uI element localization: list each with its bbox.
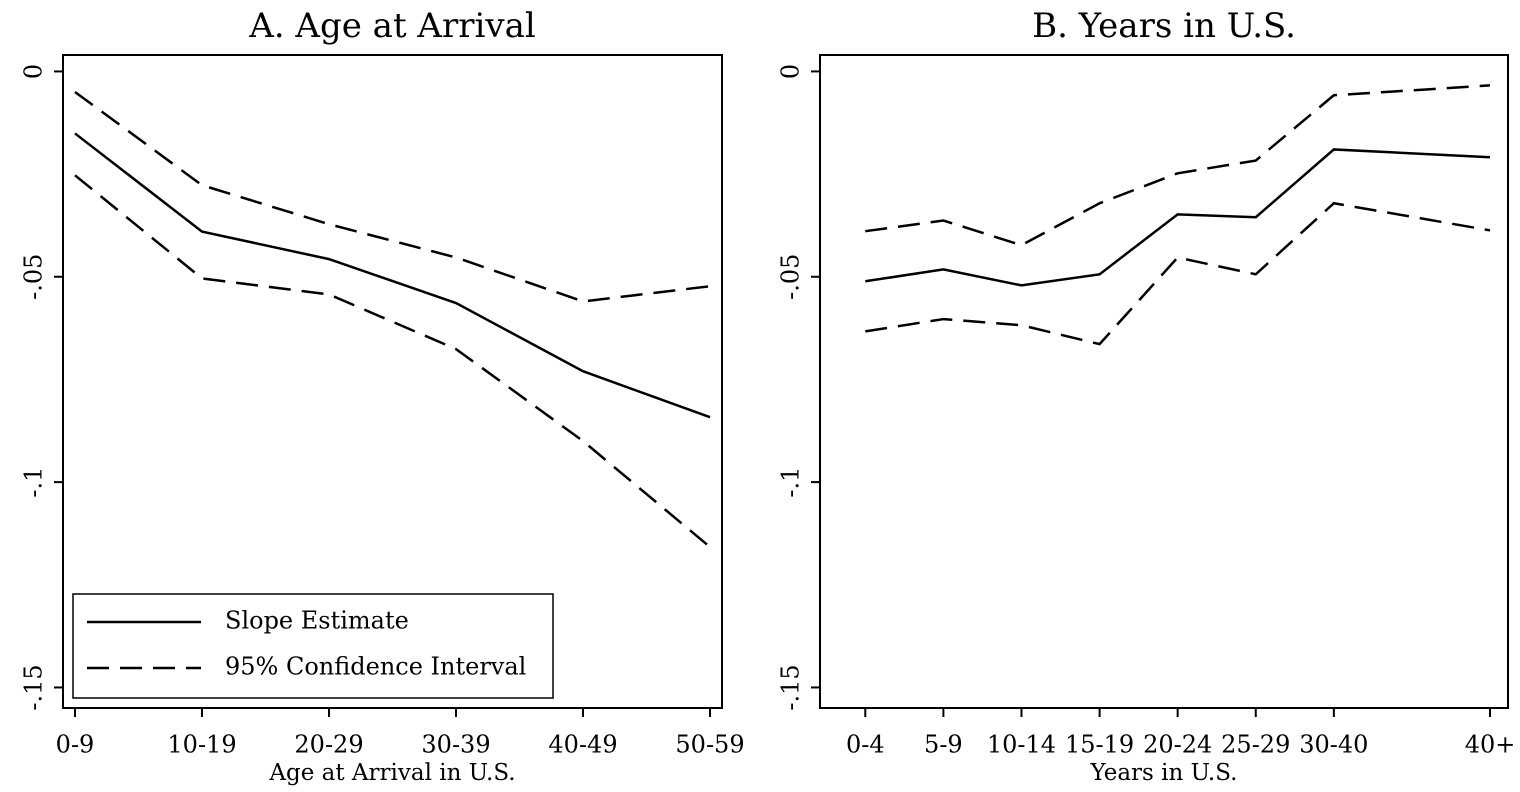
x-axis-title: Age at Arrival in U.S. <box>268 760 515 786</box>
y-tick-label: -.15 <box>777 664 805 710</box>
y-tick-label: -.1 <box>777 467 805 498</box>
plot-frame <box>62 54 723 709</box>
x-tick-label: 25-29 <box>1221 731 1290 759</box>
estimate-line <box>74 132 711 419</box>
x-tick-label: 30-40 <box>1299 731 1368 759</box>
x-tick-label: 50-59 <box>675 731 744 759</box>
x-tick-label: 40-49 <box>548 731 617 759</box>
ci-line <box>74 174 711 548</box>
y-tick-label: 0 <box>777 64 805 79</box>
ci-line <box>865 84 1491 247</box>
y-tick-label: -.05 <box>777 254 805 300</box>
legend-box <box>72 593 554 699</box>
legend-label: Slope Estimate <box>225 607 409 635</box>
x-tick-label: 0-4 <box>846 731 885 759</box>
x-tick-label: 30-39 <box>421 731 490 759</box>
legend-label: 95% Confidence Interval <box>225 653 526 681</box>
x-tick-label: 10-14 <box>987 731 1056 759</box>
x-tick-label: 20-29 <box>294 731 363 759</box>
plot-frame <box>819 54 1509 709</box>
estimate-line <box>865 148 1491 287</box>
chart-title: B. Years in U.S. <box>1032 6 1296 46</box>
chart-title: A. Age at Arrival <box>248 6 535 46</box>
y-tick-label: -.05 <box>20 254 48 300</box>
y-tick-label: -.1 <box>20 467 48 498</box>
y-tick-label: 0 <box>20 64 48 79</box>
x-tick-label: 5-9 <box>924 731 963 759</box>
ci-line <box>74 90 711 303</box>
x-tick-label: 0-9 <box>56 731 95 759</box>
x-axis-title: Years in U.S. <box>1090 760 1238 786</box>
x-tick-label: 15-19 <box>1065 731 1134 759</box>
y-tick-label: -.15 <box>20 664 48 710</box>
x-tick-label: 10-19 <box>167 731 236 759</box>
x-tick-label: 40+ <box>1465 731 1516 759</box>
x-tick-label: 20-24 <box>1143 731 1212 759</box>
